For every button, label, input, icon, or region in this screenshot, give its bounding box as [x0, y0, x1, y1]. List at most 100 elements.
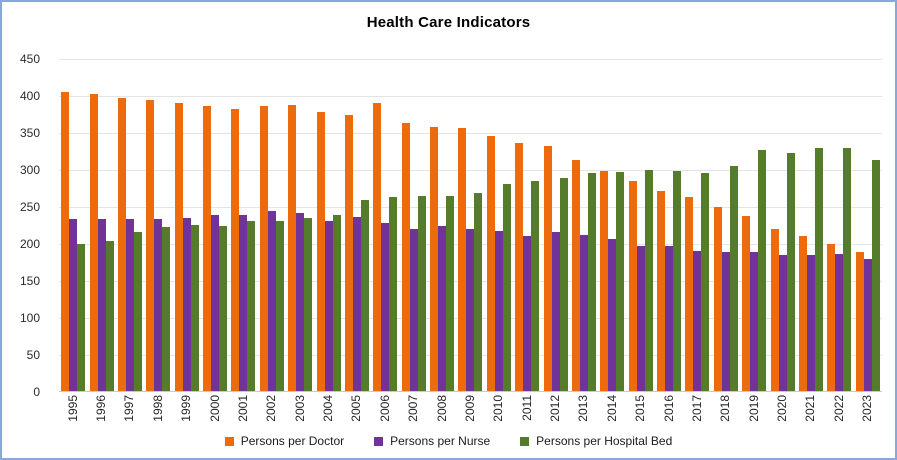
x-tick-cell-1999: 1999 [173, 395, 201, 437]
bar-persons-per-nurse-2022 [835, 253, 844, 391]
x-tick-cell-2014: 2014 [598, 395, 626, 437]
y-tick-label: 100 [19, 311, 40, 325]
plot-area [59, 59, 882, 392]
x-tick-cell-2001: 2001 [229, 395, 257, 437]
x-tick-label: 2006 [377, 395, 392, 422]
legend-item-persons-per-doctor: Persons per Doctor [224, 434, 344, 448]
bar-persons-per-doctor-1997 [117, 98, 126, 391]
bar-group-2021 [797, 59, 825, 391]
bar-persons-per-hospital-bed-2009 [474, 193, 483, 391]
gridline-y-300 [59, 170, 882, 171]
gridline-y-250 [59, 207, 882, 208]
bar-persons-per-hospital-bed-2010 [502, 183, 511, 391]
bar-persons-per-doctor-1995 [61, 92, 70, 391]
x-tick-cell-2012: 2012 [541, 395, 569, 437]
bar-persons-per-nurse-2005 [352, 216, 361, 391]
bar-persons-per-nurse-2003 [296, 213, 305, 391]
x-tick-cell-2002: 2002 [258, 395, 286, 437]
bar-persons-per-doctor-2008 [430, 126, 439, 391]
bar-persons-per-nurse-2021 [806, 254, 815, 391]
bar-group-2004 [314, 59, 342, 391]
y-tick-label: 250 [19, 200, 40, 214]
bar-persons-per-nurse-2007 [409, 229, 418, 391]
bar-persons-per-doctor-2014 [600, 171, 609, 391]
x-tick-label: 2014 [604, 395, 619, 422]
x-tick-label: 2002 [264, 395, 279, 422]
legend-swatch-icon [224, 436, 234, 446]
bar-persons-per-nurse-2020 [778, 254, 787, 391]
bar-group-2020 [768, 59, 796, 391]
bars-layer [59, 59, 882, 391]
x-tick-cell-2015: 2015 [627, 395, 655, 437]
bar-group-2000 [201, 59, 229, 391]
bar-persons-per-hospital-bed-2017 [701, 172, 710, 391]
y-tick-label: 0 [33, 385, 40, 399]
x-tick-label: 2001 [235, 395, 250, 422]
bar-persons-per-nurse-2006 [381, 222, 390, 391]
bar-group-2002 [258, 59, 286, 391]
x-axis: 1995 1996 1997 1998 1999 2000 2001 2002 2003 2004… [59, 395, 882, 437]
bar-persons-per-nurse-2016 [665, 246, 674, 391]
x-tick-label: 2008 [434, 395, 449, 422]
bar-persons-per-doctor-2017 [685, 196, 694, 391]
bar-persons-per-doctor-2007 [401, 123, 410, 391]
bar-persons-per-doctor-2011 [515, 143, 524, 391]
bar-persons-per-nurse-2023 [863, 258, 872, 391]
x-tick-cell-2009: 2009 [456, 395, 484, 437]
bar-persons-per-hospital-bed-2005 [360, 199, 369, 391]
x-tick-label: 2010 [491, 395, 506, 422]
x-tick-label: 2003 [292, 395, 307, 422]
bar-persons-per-hospital-bed-2011 [531, 180, 540, 391]
bar-group-2010 [485, 59, 513, 391]
bar-persons-per-hospital-bed-2012 [559, 177, 568, 391]
bar-persons-per-doctor-2015 [628, 181, 637, 391]
bar-group-2016 [655, 59, 683, 391]
bar-group-1995 [59, 59, 87, 391]
bar-persons-per-hospital-bed-2016 [673, 171, 682, 391]
legend-swatch-icon [520, 436, 530, 446]
bar-persons-per-doctor-2022 [827, 244, 836, 391]
bar-persons-per-nurse-2001 [239, 215, 248, 391]
bar-persons-per-nurse-1999 [182, 218, 191, 391]
bar-group-2014 [598, 59, 626, 391]
y-tick-label: 150 [19, 274, 40, 288]
bar-persons-per-nurse-2014 [608, 239, 617, 391]
bar-group-2017 [683, 59, 711, 391]
bar-persons-per-hospital-bed-2000 [219, 225, 228, 391]
bar-persons-per-hospital-bed-1997 [133, 231, 142, 391]
x-tick-label: 2000 [207, 395, 222, 422]
x-tick-label: 2011 [519, 395, 534, 421]
bar-group-2018 [712, 59, 740, 391]
x-tick-cell-2010: 2010 [485, 395, 513, 437]
bar-persons-per-nurse-2010 [494, 230, 503, 391]
bar-group-2005 [343, 59, 371, 391]
x-tick-label: 2004 [321, 395, 336, 422]
bar-persons-per-doctor-1996 [89, 94, 98, 391]
x-tick-cell-2008: 2008 [428, 395, 456, 437]
bar-persons-per-hospital-bed-2013 [587, 173, 596, 391]
bar-group-1998 [144, 59, 172, 391]
gridline-y-350 [59, 133, 882, 134]
x-tick-cell-2004: 2004 [314, 395, 342, 437]
bar-persons-per-hospital-bed-1998 [162, 227, 171, 391]
x-tick-cell-2023: 2023 [854, 395, 882, 437]
x-tick-label: 2009 [462, 395, 477, 422]
x-tick-cell-1996: 1996 [87, 395, 115, 437]
bar-persons-per-hospital-bed-2006 [389, 196, 398, 391]
bar-persons-per-hospital-bed-2020 [786, 153, 795, 391]
bar-persons-per-doctor-2023 [855, 252, 864, 391]
x-tick-cell-2017: 2017 [683, 395, 711, 437]
bar-group-2001 [229, 59, 257, 391]
bar-group-1997 [116, 59, 144, 391]
y-tick-label: 350 [19, 126, 40, 140]
bar-persons-per-hospital-bed-2008 [446, 195, 455, 391]
bar-persons-per-nurse-2011 [523, 236, 532, 391]
bar-persons-per-doctor-2009 [458, 128, 467, 391]
x-tick-label: 2015 [633, 395, 648, 422]
x-tick-cell-2022: 2022 [825, 395, 853, 437]
x-tick-cell-2020: 2020 [768, 395, 796, 437]
bar-persons-per-doctor-2012 [543, 146, 552, 391]
bar-group-1999 [173, 59, 201, 391]
bar-persons-per-nurse-2002 [267, 210, 276, 391]
bar-persons-per-hospital-bed-2015 [644, 169, 653, 391]
